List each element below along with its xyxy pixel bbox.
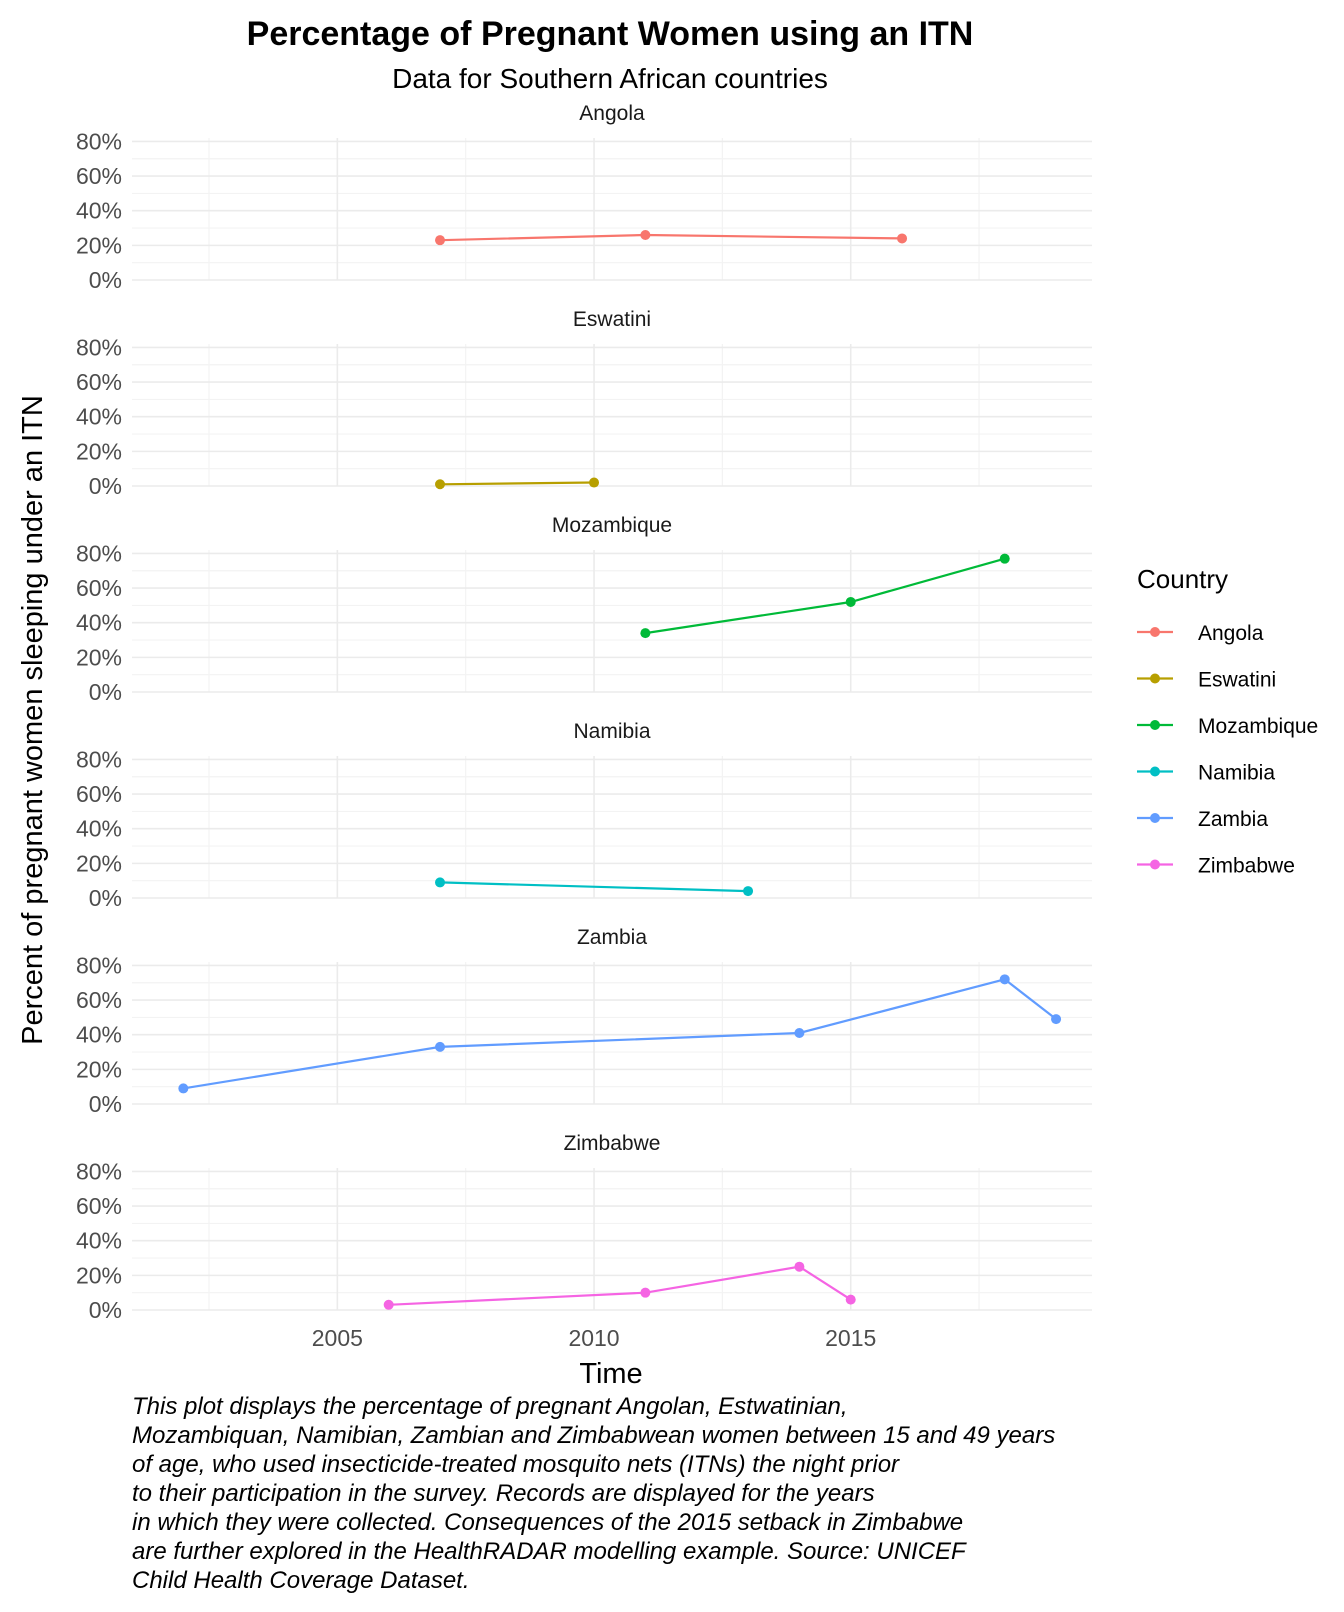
y-tick-label: 0% xyxy=(89,1091,122,1117)
chart: Percentage of Pregnant Women using an IT… xyxy=(17,15,1318,1390)
y-tick-label: 60% xyxy=(76,163,122,189)
legend: Country Angola Eswatini Mozambique Namibia Z… xyxy=(1137,564,1318,878)
y-tick-label: 40% xyxy=(76,816,122,842)
legend-label: Mozambique xyxy=(1198,715,1318,738)
facet-label: Eswatini xyxy=(573,308,651,331)
y-tick-label: 0% xyxy=(89,679,122,705)
facet-angola: Angola 0% 20% 40% 60% 80% xyxy=(76,102,1092,293)
data-point xyxy=(640,1287,651,1298)
y-tick-label: 0% xyxy=(89,1297,122,1323)
y-tick-label: 20% xyxy=(76,232,122,258)
y-tick-label: 40% xyxy=(76,1022,122,1048)
y-tick-label: 0% xyxy=(89,885,122,911)
chart-subtitle: Data for Southern African countries xyxy=(392,63,828,94)
legend-label: Angola xyxy=(1198,622,1264,645)
legend-key-point xyxy=(1150,673,1160,684)
y-tick-label: 40% xyxy=(76,404,122,430)
legend-label: Namibia xyxy=(1198,762,1275,785)
y-tick-label: 80% xyxy=(76,334,122,360)
facet-eswatini: Eswatini 0% 20% 40% 60% 80% xyxy=(76,308,1092,499)
y-tick-label: 20% xyxy=(76,438,122,464)
legend-key-point xyxy=(1150,859,1160,870)
data-point xyxy=(589,477,600,488)
legend-label: Zimbabwe xyxy=(1198,855,1295,878)
facet-label: Zambia xyxy=(577,926,647,949)
y-tick-label: 40% xyxy=(76,1228,122,1254)
y-tick-label: 60% xyxy=(76,781,122,807)
legend-title: Country xyxy=(1137,564,1228,594)
data-point xyxy=(743,886,754,897)
y-tick-label: 60% xyxy=(76,575,122,601)
facet-label: Namibia xyxy=(573,720,650,743)
facet-zambia: Zambia 0% 20% 40% 60% 80% xyxy=(76,926,1092,1117)
data-point xyxy=(999,974,1010,985)
x-tick-label: 2005 xyxy=(312,1325,363,1351)
facet-mozambique: Mozambique 0% 20% 40% 60% 80% xyxy=(76,514,1092,705)
caption: This plot displays the percentage of pre… xyxy=(132,1393,1056,1594)
y-axis-title: Percent of pregnant women sleeping under… xyxy=(17,395,49,1045)
series-line-eswatini xyxy=(439,481,595,486)
facet-panels: Angola 0% 20% 40% 60% 80% Eswatini 0% 20% 40% 60% 8… xyxy=(76,102,1092,1323)
data-point xyxy=(794,1261,805,1272)
legend-key-point xyxy=(1150,627,1160,637)
data-point xyxy=(435,1041,446,1052)
x-axis: 2005 2010 2015 xyxy=(312,1325,877,1351)
facet-label: Zimbabwe xyxy=(564,1132,661,1155)
y-tick-label: 80% xyxy=(76,1158,122,1184)
series-line-zambia xyxy=(183,978,1057,1090)
data-point xyxy=(435,877,446,888)
y-tick-label: 40% xyxy=(76,610,122,636)
y-tick-label: 20% xyxy=(76,644,122,670)
chart-title: Percentage of Pregnant Women using an IT… xyxy=(247,15,974,53)
y-tick-label: 20% xyxy=(76,1056,122,1082)
data-point xyxy=(640,628,651,639)
y-tick-label: 0% xyxy=(89,473,122,499)
data-point xyxy=(383,1299,394,1310)
data-point xyxy=(999,553,1010,564)
y-tick-label: 80% xyxy=(76,540,122,566)
x-tick-label: 2010 xyxy=(568,1325,619,1351)
legend-key-point xyxy=(1150,720,1160,730)
data-point xyxy=(435,479,446,490)
data-point xyxy=(794,1028,805,1038)
y-tick-label: 0% xyxy=(89,267,122,293)
facet-label: Mozambique xyxy=(552,514,672,537)
data-point xyxy=(1051,1014,1062,1025)
x-axis-title: Time xyxy=(579,1358,642,1390)
legend-item-namibia: Namibia xyxy=(1137,762,1275,785)
legend-item-eswatini: Eswatini xyxy=(1137,669,1276,692)
x-tick-label: 2015 xyxy=(825,1325,876,1351)
legend-label: Zambia xyxy=(1198,808,1268,831)
legend-item-zambia: Zambia xyxy=(1137,808,1268,831)
y-tick-label: 20% xyxy=(76,1262,122,1288)
data-point xyxy=(845,1294,856,1305)
legend-key-point xyxy=(1150,813,1160,823)
facet-namibia: Namibia 0% 20% 40% 60% 80% xyxy=(76,720,1092,911)
y-tick-label: 80% xyxy=(76,746,122,772)
series-line-angola xyxy=(439,233,903,242)
y-tick-label: 80% xyxy=(76,128,122,154)
facet-label: Angola xyxy=(579,102,645,125)
series-line-zimbabwe xyxy=(388,1265,852,1306)
y-tick-label: 40% xyxy=(76,198,122,224)
series-line-namibia xyxy=(439,881,749,893)
data-point xyxy=(897,233,908,244)
y-tick-label: 60% xyxy=(76,1193,122,1219)
facet-zimbabwe: Zimbabwe 0% 20% 40% 60% 80% xyxy=(76,1132,1092,1323)
y-tick-label: 20% xyxy=(76,850,122,876)
legend-label: Eswatini xyxy=(1198,669,1276,692)
y-tick-label: 60% xyxy=(76,987,122,1013)
data-point xyxy=(435,235,446,246)
data-point xyxy=(845,596,856,607)
legend-item-mozambique: Mozambique xyxy=(1137,715,1318,738)
legend-item-zimbabwe: Zimbabwe xyxy=(1137,855,1295,878)
legend-item-angola: Angola xyxy=(1137,622,1264,645)
y-tick-label: 60% xyxy=(76,369,122,395)
legend-key-point xyxy=(1150,766,1160,777)
data-point xyxy=(640,229,651,240)
data-point xyxy=(178,1083,189,1094)
y-tick-label: 80% xyxy=(76,952,122,978)
